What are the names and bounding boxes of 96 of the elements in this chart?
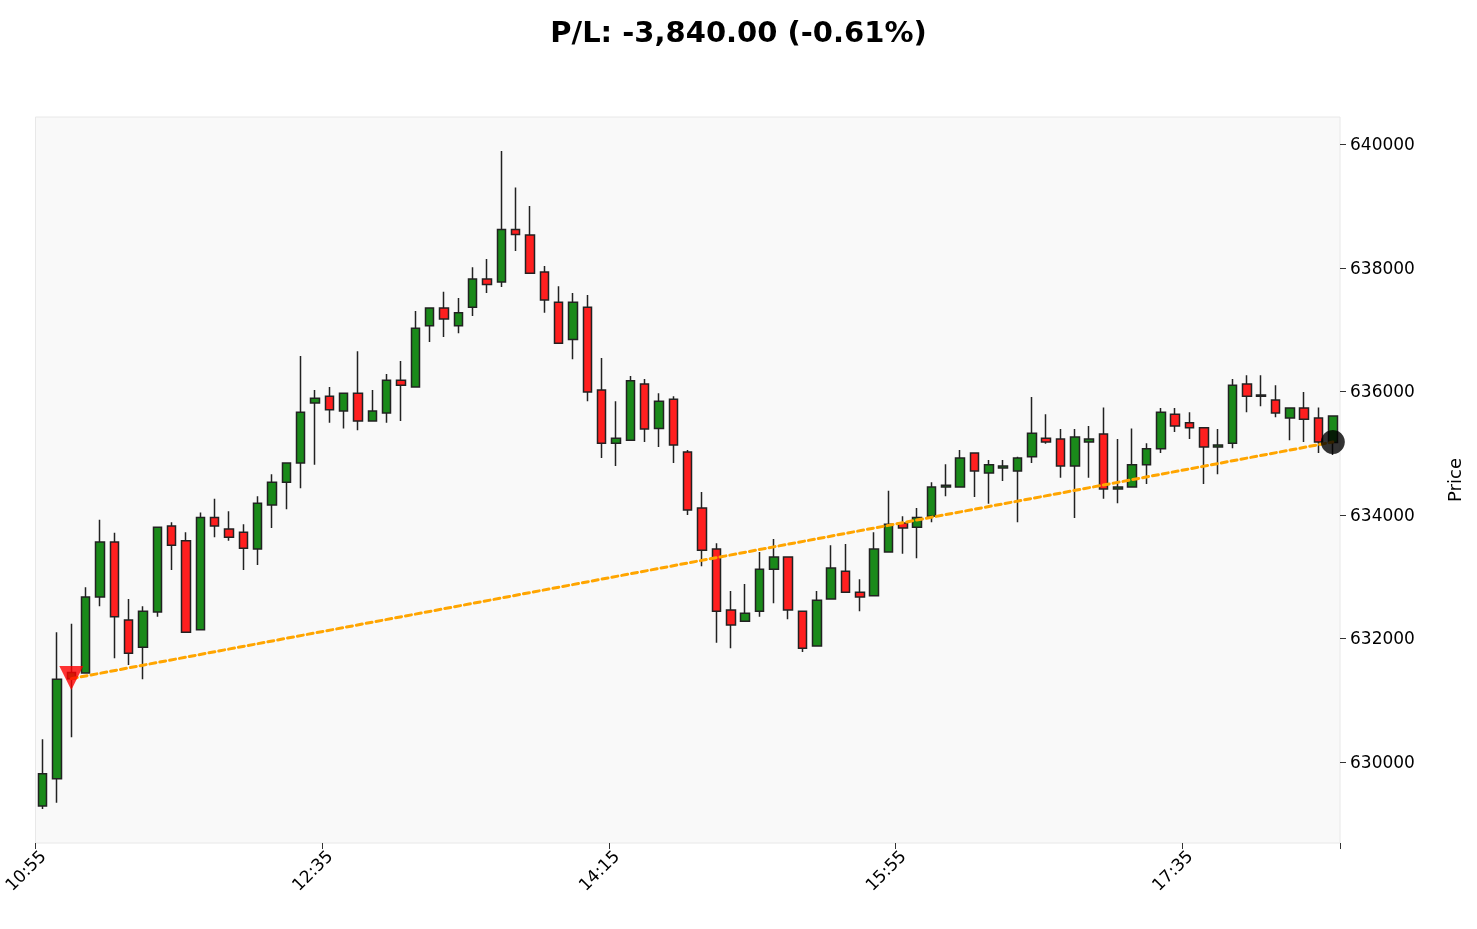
candlestick <box>883 490 894 553</box>
y-axis-title: Price <box>1443 458 1465 502</box>
candlestick <box>1284 407 1296 441</box>
candlestick <box>309 389 321 466</box>
y-tick-label: 630000 <box>1350 752 1415 773</box>
y-tick-label: 634000 <box>1350 504 1415 525</box>
candlestick <box>1141 442 1152 485</box>
candlestick <box>137 605 149 681</box>
candlestick <box>1112 438 1124 504</box>
candlestick <box>266 473 278 529</box>
candlestick <box>410 310 421 388</box>
candlestick <box>453 297 464 335</box>
candlestick <box>94 519 106 608</box>
candlestick <box>1069 428 1081 519</box>
candlestick <box>811 590 823 647</box>
y-tick-label: 640000 <box>1350 134 1415 155</box>
candlestick <box>625 375 636 441</box>
y-tick-label: 636000 <box>1350 381 1415 402</box>
candlestick <box>481 258 493 294</box>
candlestick <box>223 510 235 542</box>
candlestick <box>1026 396 1038 464</box>
candlestick <box>610 400 622 467</box>
y-tick-label: 638000 <box>1350 257 1415 278</box>
candlestick <box>1313 406 1324 454</box>
candlestick <box>539 265 550 314</box>
candlestick <box>352 350 364 432</box>
candlestick <box>969 452 980 498</box>
chart-title: P/L: -3,840.00 (-0.61%) <box>550 14 927 49</box>
candlestick <box>1083 425 1095 479</box>
candlestick <box>897 515 909 555</box>
y-tick-label: 632000 <box>1350 628 1415 649</box>
candlestick <box>424 307 435 343</box>
candlestick <box>510 186 521 252</box>
candlestick <box>1212 428 1224 475</box>
candlestick <box>596 357 607 459</box>
candlestick <box>367 389 378 422</box>
candlestick <box>324 386 335 424</box>
candlestick <box>1155 407 1167 454</box>
candlestick <box>567 292 579 360</box>
candlestick <box>1241 374 1253 414</box>
candlestick <box>180 531 192 634</box>
candlestick <box>37 738 48 810</box>
candlestick <box>1198 427 1210 485</box>
candlestick <box>1012 456 1023 524</box>
candlestick <box>983 459 995 505</box>
candlestick <box>868 531 880 597</box>
candlestick <box>754 551 765 618</box>
candlestick <box>123 598 134 666</box>
candlestick <box>997 459 1009 482</box>
candlestick <box>1126 427 1138 488</box>
candlestick <box>1169 407 1181 433</box>
candlestick <box>467 266 478 317</box>
candlestick <box>768 538 780 605</box>
candlestick <box>252 495 263 566</box>
candlestick <box>1098 406 1109 500</box>
candlestick <box>438 291 450 338</box>
candlestick <box>696 491 708 567</box>
candlestick <box>582 294 593 402</box>
candlestick <box>152 526 163 618</box>
candlestick <box>854 578 866 613</box>
candlestick <box>1227 378 1238 449</box>
candlestick <box>381 373 392 424</box>
candlestick <box>711 542 722 644</box>
candlestick <box>1055 428 1066 479</box>
candlestick <box>524 205 536 275</box>
candlestick <box>782 556 794 621</box>
candlestick <box>797 610 808 653</box>
candlestick <box>739 583 751 622</box>
candlestick <box>840 543 851 593</box>
candlestick <box>639 378 650 443</box>
candlestick <box>1270 384 1281 419</box>
candlestick <box>553 285 564 344</box>
candlestick <box>109 532 120 660</box>
candlestick <box>51 631 63 804</box>
candlestick <box>238 523 249 571</box>
candlestick <box>281 461 292 511</box>
candlestick <box>338 392 349 430</box>
candlestick <box>1184 411 1195 440</box>
candlestick <box>940 463 952 498</box>
candlestick <box>1255 374 1267 407</box>
candlestick <box>395 360 407 422</box>
candlestick <box>496 150 507 288</box>
candlestick <box>725 590 737 650</box>
candlestick <box>209 498 220 538</box>
candlestick <box>80 586 91 674</box>
candlestick <box>668 395 679 464</box>
candlestick <box>195 511 206 631</box>
candlestick <box>166 521 177 571</box>
candlestick <box>295 355 306 490</box>
candlestick <box>653 392 665 448</box>
candlestick <box>926 481 937 524</box>
candlestick <box>1040 413 1052 445</box>
candlestick <box>825 544 837 600</box>
candlestick <box>1298 391 1310 443</box>
candlestick <box>682 449 693 516</box>
candlestick <box>954 449 966 488</box>
